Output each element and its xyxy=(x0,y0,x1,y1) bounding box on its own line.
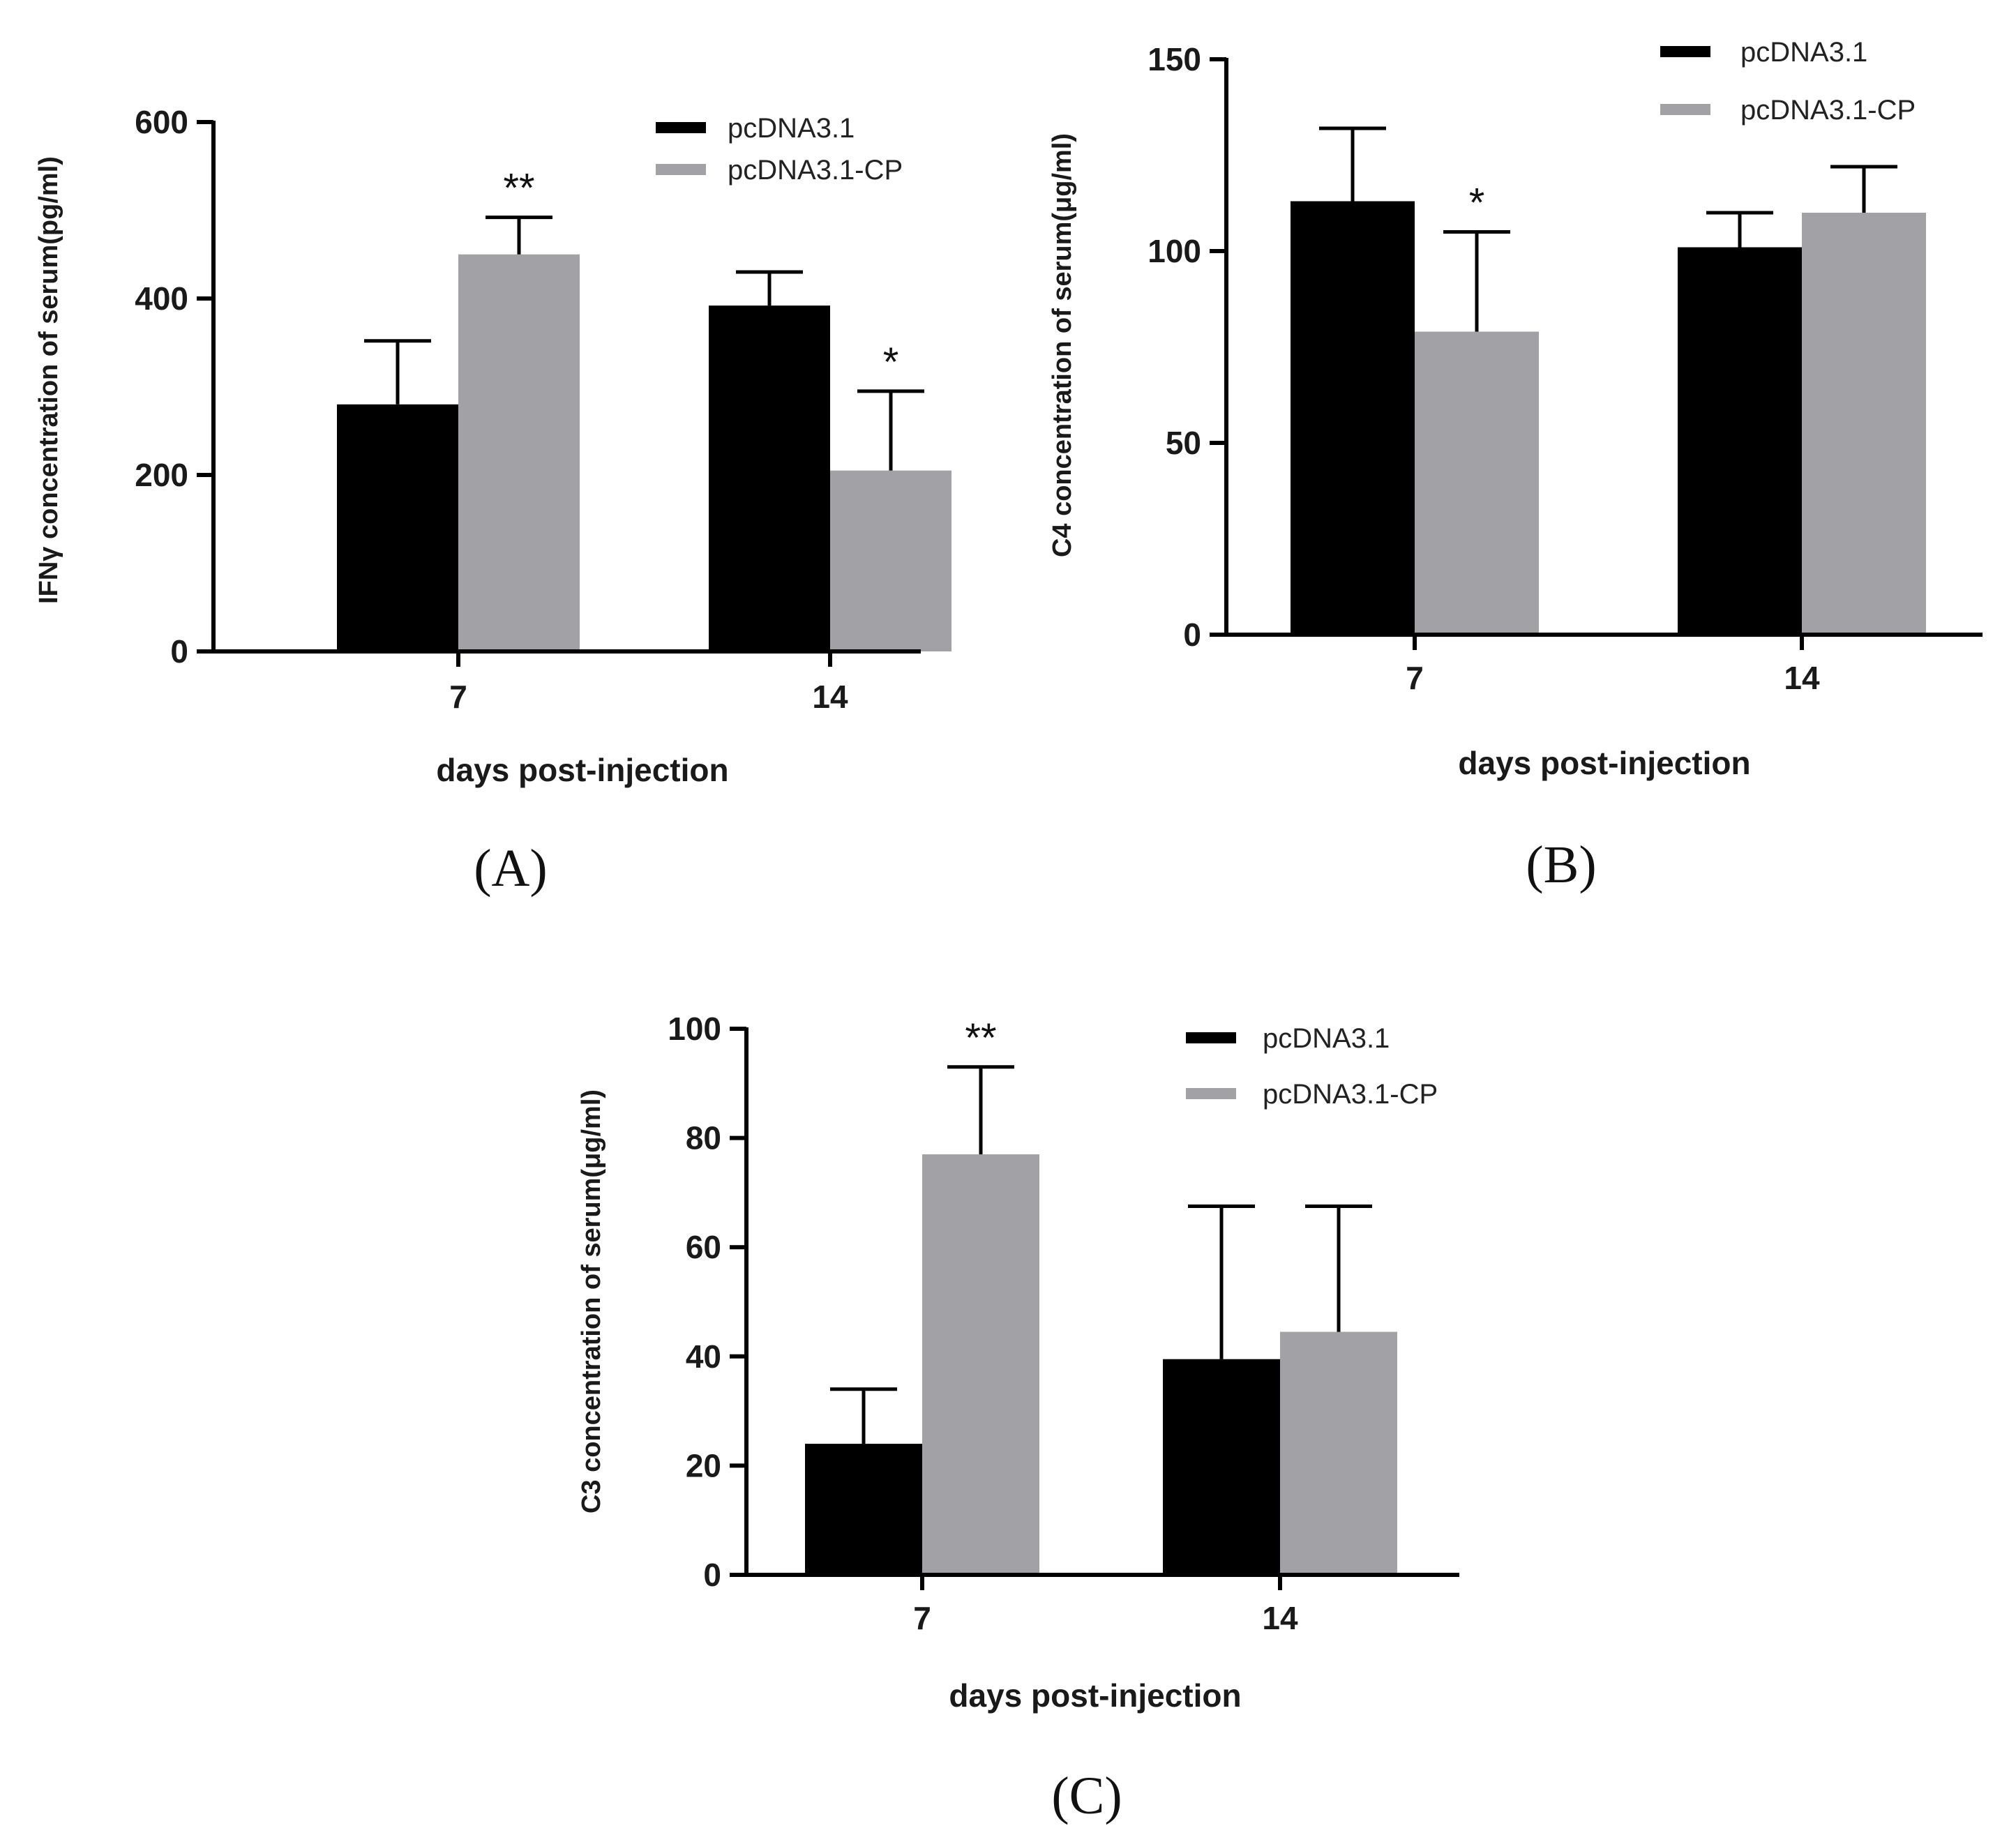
legend-label-c-0: pcDNA3.1 xyxy=(1263,1023,1390,1054)
legend-label-b-1: pcDNA3.1-CP xyxy=(1740,95,1916,126)
bar-c-day7-pcdna31 xyxy=(805,1444,922,1575)
bar-b-day14-pcdna31-cp xyxy=(1802,213,1926,635)
legend-label-a-0: pcDNA3.1 xyxy=(728,113,855,144)
y-axis-title-a: IFNγ concentration of serum(pg/ml) xyxy=(34,156,63,604)
y-tick-label-c-5: 100 xyxy=(668,1011,721,1047)
panel-label-c: (C) xyxy=(1051,1767,1122,1825)
bar-c-day7-pcdna31-cp xyxy=(922,1154,1039,1575)
y-tick-label-a-0: 0 xyxy=(170,633,188,670)
panel-label-a: (A) xyxy=(474,839,548,898)
y-tick-label-a-3: 600 xyxy=(135,104,188,140)
significance-mark-a-1: * xyxy=(883,340,899,385)
x-tick-label-b-0: 7 xyxy=(1406,660,1424,696)
x-tick-label-c-0: 7 xyxy=(913,1600,931,1636)
x-tick-label-a-0: 7 xyxy=(449,679,467,715)
bar-a-day7-pcdna31 xyxy=(337,404,458,651)
significance-mark-a-0: ** xyxy=(503,166,534,211)
x-axis-title-a: days post-injection xyxy=(436,752,728,788)
chart-panel-c: ** 0 20 40 60 80 100 7 14 days post-injection C3 c… xyxy=(577,1011,1459,1825)
legend-b: pcDNA3.1 pcDNA3.1-CP xyxy=(1660,37,1916,126)
x-axis-title-c: days post-injection xyxy=(949,1677,1241,1714)
legend-label-b-0: pcDNA3.1 xyxy=(1740,37,1867,68)
bar-a-day7-pcdna31-cp xyxy=(458,254,580,651)
bar-a-day14-pcdna31 xyxy=(709,305,830,651)
y-tick-label-c-2: 40 xyxy=(686,1338,721,1375)
y-tick-label-c-0: 0 xyxy=(703,1557,721,1593)
bar-c-day14-pcdna31 xyxy=(1163,1359,1280,1575)
y-tick-label-b-0: 0 xyxy=(1183,617,1201,653)
y-tick-label-c-4: 80 xyxy=(686,1120,721,1156)
y-axis-title-c: C3 concentration of serum(μg/ml) xyxy=(577,1089,606,1513)
chart-panel-b: * 0 50 100 150 7 14 days post-injection C4 conce… xyxy=(1048,37,1983,894)
legend-a: pcDNA3.1 pcDNA3.1-CP xyxy=(656,113,903,186)
x-tick-label-b-1: 14 xyxy=(1784,660,1820,696)
y-tick-label-a-2: 400 xyxy=(135,280,188,317)
y-tick-label-c-1: 20 xyxy=(686,1447,721,1483)
significance-mark-c-0: ** xyxy=(965,1015,996,1061)
legend-c: pcDNA3.1 pcDNA3.1-CP xyxy=(1186,1023,1438,1110)
y-tick-label-a-1: 200 xyxy=(135,457,188,493)
bar-a-day14-pcdna31-cp xyxy=(830,470,951,651)
y-tick-label-b-3: 150 xyxy=(1148,41,1201,77)
y-tick-label-c-3: 60 xyxy=(686,1229,721,1265)
bar-c-day14-pcdna31-cp xyxy=(1280,1331,1397,1575)
bar-b-day7-pcdna31-cp xyxy=(1415,331,1539,635)
x-axis-title-b: days post-injection xyxy=(1458,745,1750,781)
significance-mark-b-0: * xyxy=(1469,181,1485,226)
y-tick-label-b-1: 50 xyxy=(1166,425,1201,461)
y-axis-title-b: C4 concentration of serum(μg/ml) xyxy=(1048,133,1077,557)
x-tick-label-c-1: 14 xyxy=(1262,1600,1298,1636)
bar-b-day7-pcdna31 xyxy=(1291,201,1415,635)
legend-label-c-1: pcDNA3.1-CP xyxy=(1263,1079,1438,1110)
bar-b-day14-pcdna31 xyxy=(1678,247,1802,635)
x-tick-label-a-1: 14 xyxy=(812,679,848,715)
y-tick-label-b-2: 100 xyxy=(1148,233,1201,269)
legend-label-a-1: pcDNA3.1-CP xyxy=(728,155,903,186)
panel-label-b: (B) xyxy=(1526,836,1596,894)
